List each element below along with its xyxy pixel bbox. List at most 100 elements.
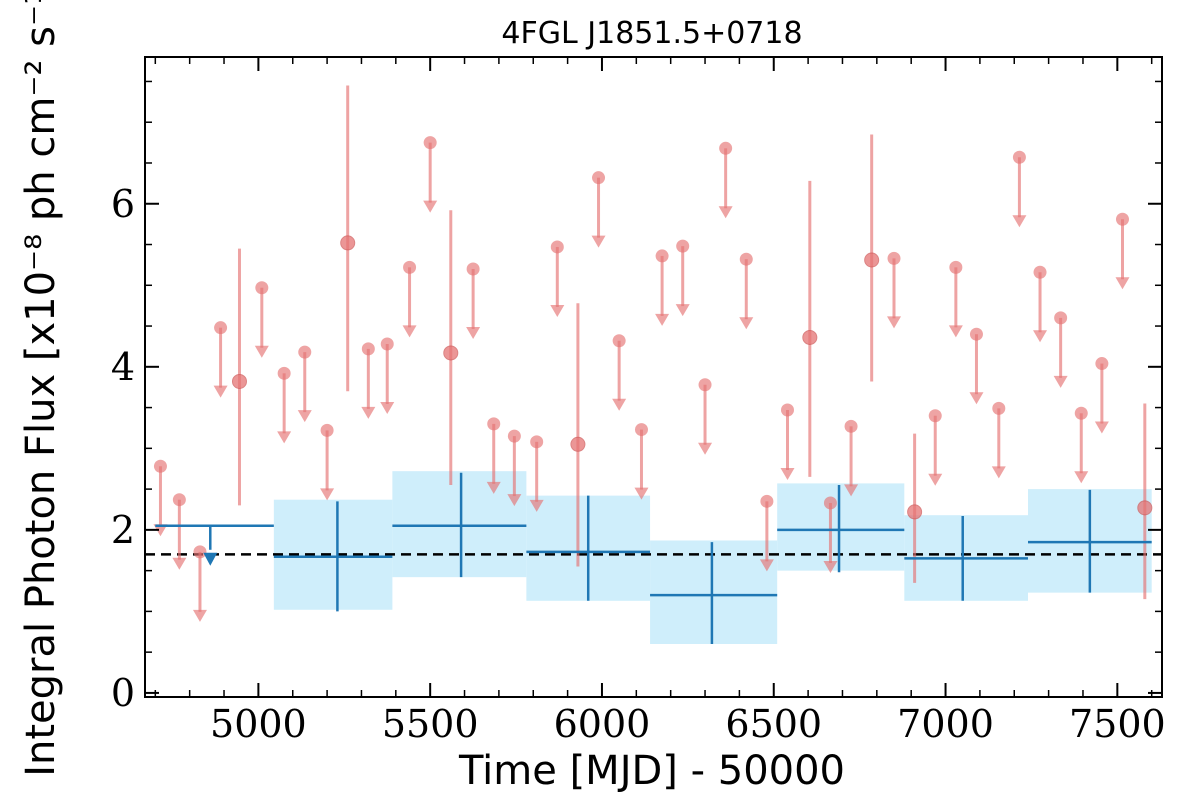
flux-point bbox=[634, 423, 648, 437]
flux-point bbox=[231, 373, 247, 389]
upper-limit-arrowhead bbox=[1012, 215, 1027, 228]
upper-limit-arrowhead bbox=[948, 325, 963, 338]
upper-limit-arrowhead bbox=[466, 326, 481, 339]
upper-limit-arrowhead bbox=[172, 557, 187, 570]
plot-frame bbox=[144, 56, 1163, 698]
flux-point bbox=[844, 419, 858, 433]
upper-limit-arrowhead bbox=[423, 200, 438, 213]
flux-point bbox=[1033, 265, 1047, 279]
upper-limit-arrowhead bbox=[402, 325, 417, 338]
flux-point bbox=[592, 171, 606, 185]
flux-point bbox=[380, 337, 394, 351]
flux-point bbox=[719, 141, 733, 155]
flux-point bbox=[193, 545, 207, 559]
upper-limit-arrowhead bbox=[655, 313, 670, 326]
upper-limit-arrowhead bbox=[192, 609, 207, 622]
x-tick-label: 6000 bbox=[554, 702, 651, 746]
y-tick-label: 0 bbox=[111, 671, 135, 715]
flux-point bbox=[570, 436, 586, 452]
upper-limit-arrowhead bbox=[844, 484, 859, 497]
flux-point bbox=[340, 235, 356, 251]
y-tick-label: 2 bbox=[111, 508, 135, 552]
flux-point bbox=[277, 366, 291, 380]
long-bins-layer bbox=[155, 472, 1152, 645]
flux-point bbox=[864, 252, 880, 268]
upper-limit-arrowhead bbox=[759, 559, 774, 572]
upper-limit-arrowhead bbox=[320, 488, 335, 501]
flux-point bbox=[907, 504, 923, 520]
x-tick-label: 6500 bbox=[725, 702, 822, 746]
flux-point bbox=[361, 342, 375, 356]
upper-limit-arrowhead bbox=[1094, 421, 1109, 434]
flux-point bbox=[255, 281, 269, 295]
flux-point bbox=[992, 401, 1006, 415]
flux-point bbox=[423, 136, 437, 150]
flux-point bbox=[1012, 150, 1026, 164]
flux-point bbox=[1115, 212, 1129, 226]
flux-point bbox=[655, 249, 669, 263]
flux-point bbox=[802, 329, 818, 345]
flux-point bbox=[487, 417, 501, 431]
flux-point bbox=[612, 334, 626, 348]
upper-limit-arrowhead bbox=[380, 401, 395, 414]
x-axis-title: Time [MJD] - 50000 bbox=[458, 748, 845, 794]
upper-limit-arrowhead bbox=[213, 385, 228, 398]
upper-limit-arrowhead bbox=[507, 494, 522, 507]
upper-limit-arrowhead bbox=[529, 499, 544, 512]
upper-limit-arrowhead bbox=[1033, 330, 1048, 343]
upper-limit-arrowhead bbox=[823, 560, 838, 573]
flux-point bbox=[928, 409, 942, 423]
y-tick-label: 4 bbox=[111, 345, 135, 389]
flux-point bbox=[1095, 357, 1109, 371]
axes-layer: 5000 5500 6000 6500 7000 7500 0 2 4 6 bbox=[111, 56, 1166, 746]
upper-limit-arrowhead bbox=[928, 473, 943, 486]
flux-point bbox=[887, 251, 901, 265]
flux-point bbox=[1074, 406, 1088, 420]
flux-point bbox=[530, 435, 544, 449]
flux-point bbox=[823, 496, 837, 510]
flux-point bbox=[507, 429, 521, 443]
long-bin-upper-limit-arrowhead bbox=[203, 552, 218, 566]
upper-limit-arrowhead bbox=[361, 406, 376, 419]
upper-limit-arrowhead bbox=[718, 206, 733, 219]
flux-point bbox=[214, 321, 228, 335]
flux-band bbox=[777, 483, 905, 571]
upper-limit-arrowhead bbox=[297, 410, 312, 423]
flux-point bbox=[466, 262, 480, 276]
flux-point bbox=[1054, 311, 1068, 325]
upper-limit-arrowhead bbox=[1053, 375, 1068, 388]
flux-band bbox=[392, 471, 527, 578]
flux-point bbox=[1137, 500, 1153, 516]
x-tick-label: 7500 bbox=[1069, 702, 1166, 746]
y-tick-label: 6 bbox=[111, 182, 135, 226]
x-tick-label: 7000 bbox=[897, 702, 994, 746]
flux-point bbox=[550, 240, 564, 254]
upper-limit-arrowhead bbox=[550, 304, 565, 317]
upper-limit-arrowhead bbox=[277, 431, 292, 444]
flux-point bbox=[320, 423, 334, 437]
flux-point bbox=[676, 239, 690, 253]
flux-point bbox=[780, 403, 794, 417]
flux-point bbox=[298, 345, 312, 359]
upper-limit-arrowhead bbox=[486, 481, 501, 494]
upper-limit-arrowhead bbox=[153, 524, 168, 537]
upper-limit-arrowhead bbox=[675, 304, 690, 317]
upper-limit-arrowhead bbox=[1074, 471, 1089, 484]
flux-point bbox=[739, 252, 753, 266]
upper-limit-arrowhead bbox=[887, 316, 902, 329]
upper-limit-arrowhead bbox=[1115, 277, 1130, 290]
upper-limit-arrowhead bbox=[591, 235, 606, 248]
upper-limit-arrowhead bbox=[991, 466, 1006, 479]
upper-limit-arrowhead bbox=[612, 398, 627, 411]
flux-point bbox=[403, 260, 417, 274]
flux-point bbox=[949, 260, 963, 274]
upper-limit-arrowhead bbox=[780, 468, 795, 481]
x-tick-label: 5000 bbox=[210, 702, 307, 746]
y-axis-title: Integral Photon Flux [x10⁻⁸ ph cm⁻² s⁻¹] bbox=[18, 0, 64, 777]
flux-point bbox=[443, 345, 459, 361]
flux-point bbox=[760, 494, 774, 508]
upper-limit-arrowhead bbox=[254, 345, 269, 358]
fine-points-layer bbox=[153, 85, 1153, 622]
upper-limit-arrowhead bbox=[969, 392, 984, 405]
